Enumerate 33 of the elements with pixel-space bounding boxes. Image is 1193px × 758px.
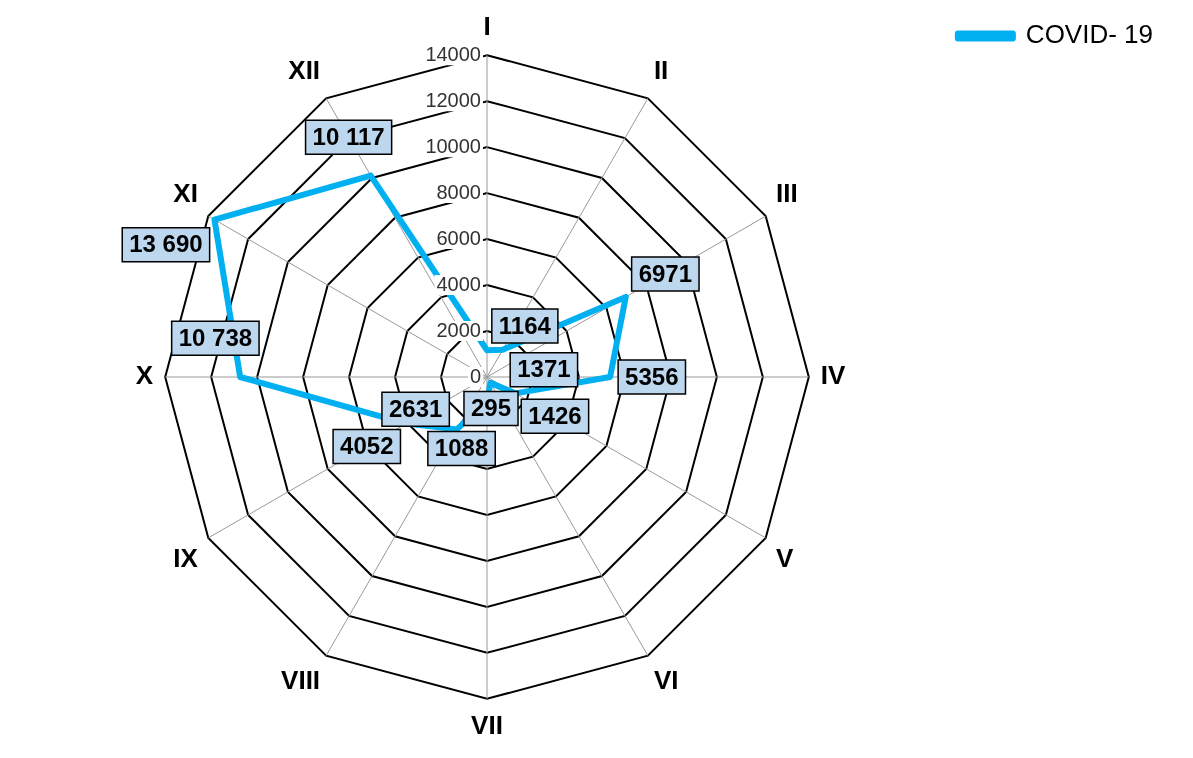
spoke-label: XI: [173, 177, 198, 208]
data-label: 4052: [340, 432, 394, 460]
data-label: 1088: [434, 434, 489, 462]
data-label: 10 117: [312, 122, 385, 150]
y-tick-label: 12000: [425, 88, 481, 111]
data-label: 13 690: [129, 230, 203, 258]
data-label: 5356: [625, 362, 679, 390]
data-label: 1426: [528, 401, 582, 429]
spoke-label: II: [653, 55, 669, 86]
spoke-label: VII: [471, 709, 503, 740]
spoke-label: X: [135, 360, 154, 391]
spoke-label: V: [776, 542, 795, 573]
spoke-label: III: [776, 177, 798, 208]
spoke-label: I: [483, 10, 491, 41]
data-label: 295: [470, 394, 512, 422]
y-tick-label: 10000: [425, 134, 481, 157]
spoke-label: VIII: [281, 664, 321, 695]
y-tick-label: 8000: [436, 180, 481, 203]
data-label: 1371: [517, 355, 571, 383]
data-label: 2631: [388, 394, 443, 422]
y-tick-label: 6000: [436, 226, 481, 249]
spoke-label: IV: [820, 360, 847, 391]
data-label: 1164: [498, 311, 552, 339]
legend-label: COVID- 19: [1025, 19, 1154, 50]
y-tick-label: 14000: [425, 42, 481, 65]
spoke-label: VI: [653, 664, 679, 695]
data-label: 6971: [638, 259, 693, 287]
spoke-label: IX: [173, 542, 199, 573]
y-tick-label: 2000: [436, 318, 481, 341]
spoke-label: XII: [288, 55, 321, 86]
y-tick-label: 0: [469, 364, 481, 387]
data-label: 10 738: [178, 323, 253, 351]
y-tick-label: 4000: [436, 272, 481, 295]
